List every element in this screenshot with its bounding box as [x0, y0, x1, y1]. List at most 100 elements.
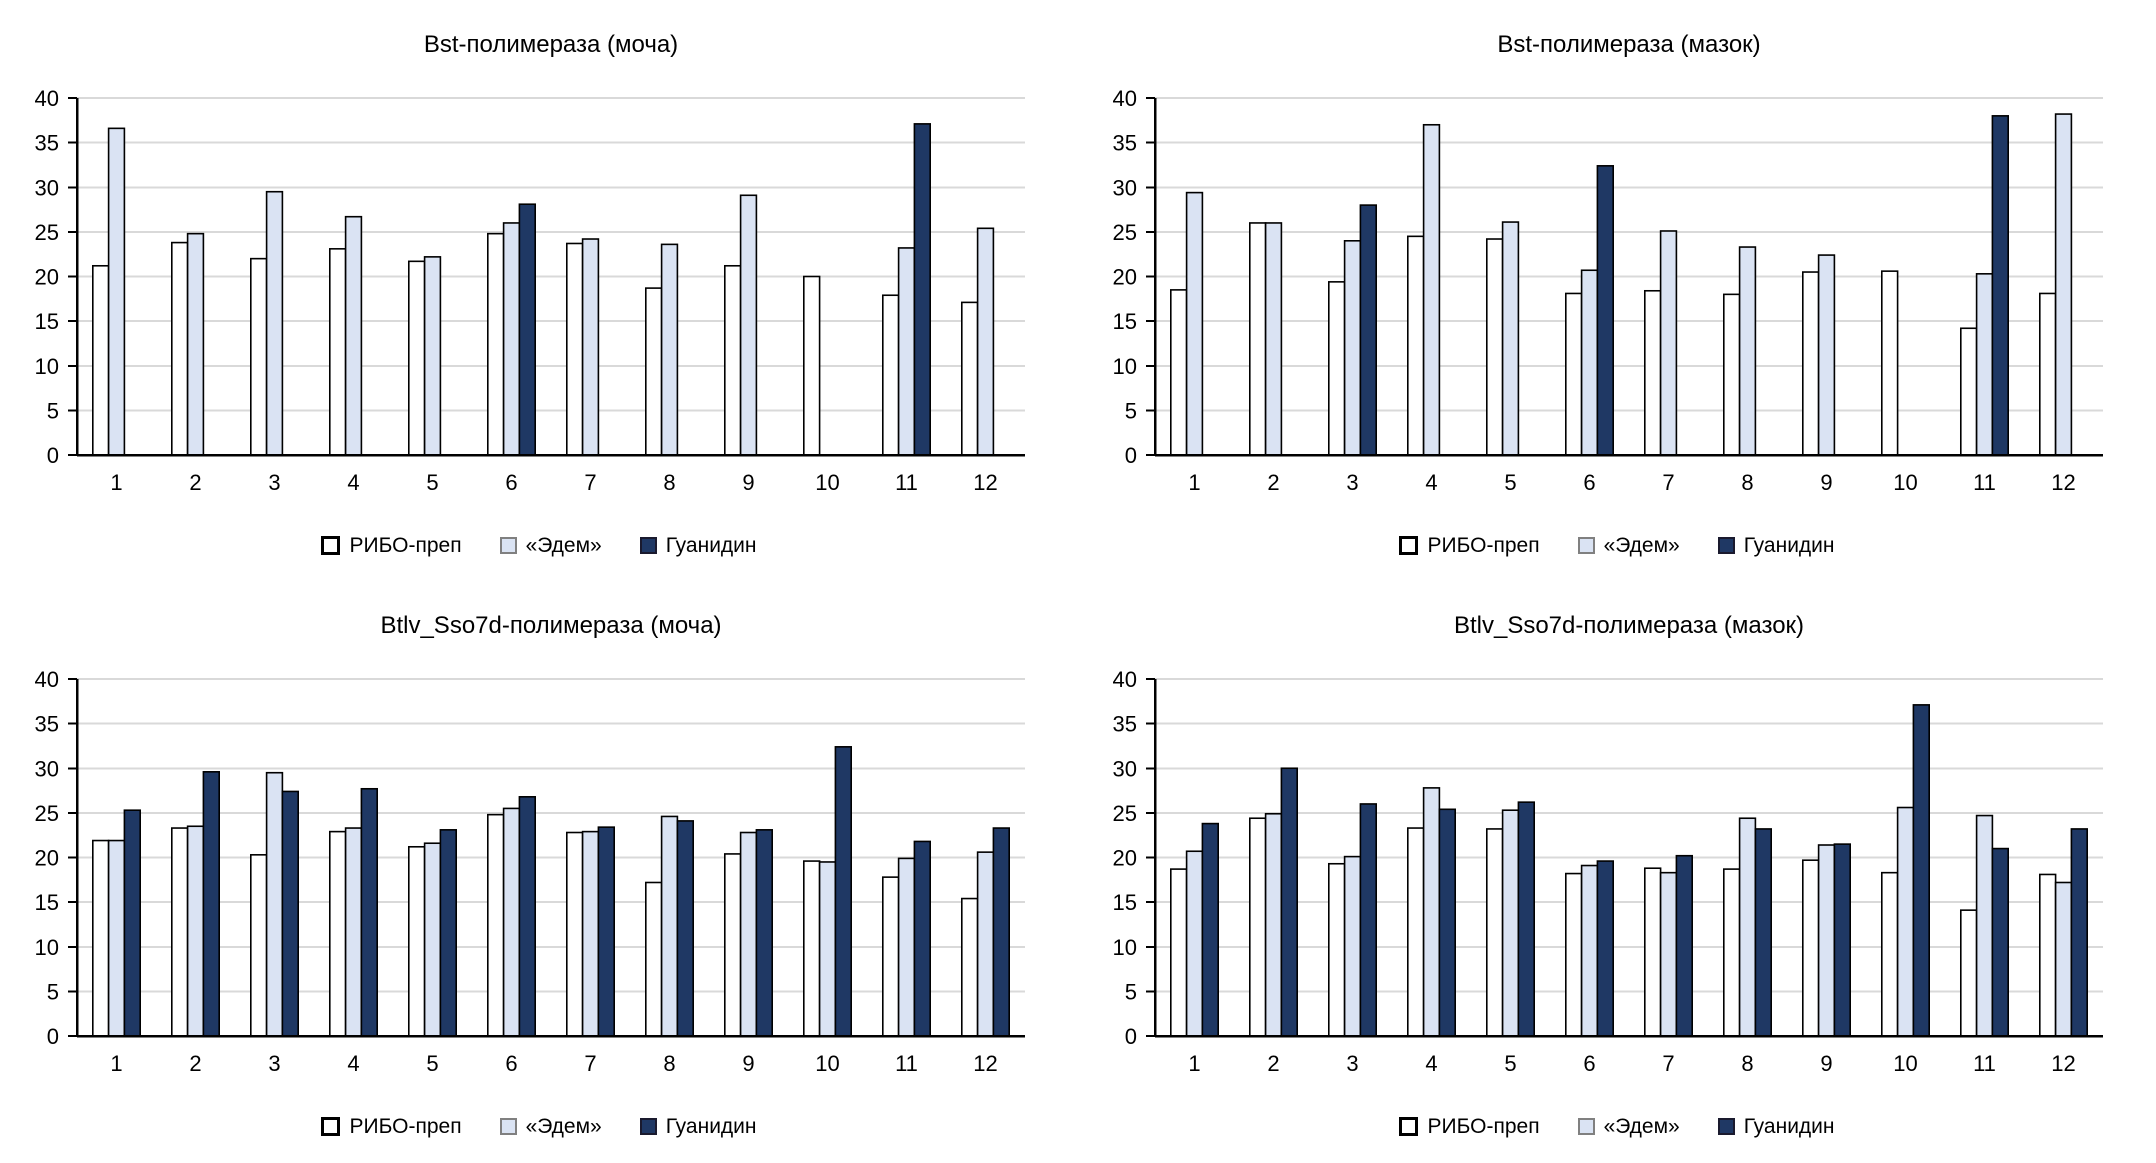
y-axis-label: 35	[35, 712, 59, 737]
bar	[676, 820, 695, 1037]
y-axis-label: 5	[1125, 398, 1137, 423]
legend-label: «Эдем»	[1603, 533, 1680, 557]
bar	[1249, 222, 1267, 456]
bar	[1422, 787, 1441, 1037]
y-axis-label: 30	[1113, 175, 1137, 200]
y-axis-label: 20	[1113, 265, 1137, 290]
bar	[407, 260, 426, 456]
bar	[802, 275, 821, 456]
y-axis-label: 5	[1125, 979, 1137, 1004]
x-axis-label: 7	[584, 470, 596, 495]
chart-title: Bst-полимераза (моча)	[424, 31, 678, 58]
y-axis-label: 10	[1113, 354, 1137, 379]
bar	[1817, 254, 1836, 456]
bar	[960, 897, 979, 1037]
y-axis-label: 35	[1113, 712, 1137, 737]
y-axis-label: 35	[35, 131, 59, 156]
x-axis-label: 4	[347, 1051, 359, 1076]
y-axis-label: 0	[47, 443, 59, 468]
bar	[1359, 803, 1377, 1037]
bar	[281, 790, 299, 1037]
legend-label: «Эдем»	[525, 533, 602, 557]
x-axis-label: 9	[1820, 1051, 1832, 1076]
x-axis-label: 3	[1346, 1051, 1358, 1076]
bar	[1991, 115, 2010, 456]
y-axis-label: 15	[1113, 309, 1137, 334]
chart-panel-bst-urine: Bst-полимераза (моча) 0 5 10 15 20 25 30 35 40 1 2 3…	[0, 0, 1078, 582]
x-axis-label: 10	[1893, 470, 1917, 495]
x-axis-label: 5	[426, 470, 438, 495]
bar	[1359, 204, 1377, 456]
bar	[644, 881, 663, 1037]
legend-item: Гуанидин	[639, 1116, 757, 1137]
y-axis-label: 0	[1125, 1024, 1137, 1049]
legend-label: РИБО-преп	[1427, 533, 1540, 557]
legend-marker-icon	[499, 536, 517, 554]
bar	[1722, 293, 1741, 456]
x-axis-label: 4	[1425, 470, 1437, 495]
x-axis-label: 10	[1893, 1051, 1917, 1076]
bar	[818, 861, 837, 1037]
legend-label: РИБО-преп	[1427, 1114, 1540, 1138]
bar	[1438, 808, 1456, 1037]
bar	[1185, 850, 1204, 1037]
y-axis-label: 30	[1113, 756, 1137, 781]
bar-chart: Btlv_Sso7d-полимераза (моча)051015202530…	[35, 612, 1025, 1076]
x-axis-label: 6	[505, 1051, 517, 1076]
bar	[1564, 872, 1583, 1037]
y-axis-label: 15	[35, 309, 59, 334]
legend-marker-icon	[321, 535, 341, 555]
bar	[1833, 843, 1852, 1037]
bar	[1991, 847, 2010, 1037]
x-axis-label: 6	[1583, 1051, 1595, 1076]
bar	[897, 857, 916, 1037]
x-axis-label: 12	[973, 470, 997, 495]
y-axis-label: 20	[35, 846, 59, 871]
x-axis-label: 10	[815, 1051, 839, 1076]
x-axis-label: 8	[663, 470, 675, 495]
bar	[518, 796, 537, 1037]
x-axis-label: 3	[268, 1051, 280, 1076]
bar	[423, 842, 442, 1037]
bar	[723, 853, 742, 1037]
bar	[2070, 828, 2089, 1037]
bar	[1406, 235, 1425, 456]
y-axis-label: 40	[35, 86, 59, 111]
x-axis-label: 1	[110, 1051, 122, 1076]
x-axis-label: 7	[1662, 470, 1674, 495]
bar	[344, 215, 363, 456]
chart-title: Btlv_Sso7d-полимераза (моча)	[380, 612, 721, 639]
bar	[1801, 271, 1820, 456]
x-axis-label: 12	[2051, 1051, 2075, 1076]
chart-panel-bst-swab: Bst-полимераза (мазок) 0 5 10 15 20 25 30 35 40 1 2…	[1078, 0, 2156, 582]
bar	[881, 876, 900, 1037]
bar	[897, 247, 916, 456]
bar	[1675, 854, 1694, 1037]
bar	[802, 860, 821, 1037]
x-axis-label: 3	[1346, 470, 1358, 495]
bar	[1659, 871, 1678, 1037]
x-axis-label: 11	[895, 470, 918, 495]
legend-marker-icon	[1577, 536, 1595, 554]
legend-item: РИБО-преп	[1399, 1114, 1540, 1138]
x-axis-label: 11	[895, 1051, 918, 1076]
y-axis-label: 0	[47, 1024, 59, 1049]
bar	[1517, 801, 1535, 1037]
y-axis-label: 5	[47, 398, 59, 423]
legend-marker-icon	[1399, 1116, 1419, 1136]
bar	[1343, 240, 1362, 456]
chart-legend: РИБО-преп «Эдем» Гуанидин	[0, 1109, 1078, 1143]
bar	[976, 227, 995, 456]
bar	[1580, 864, 1599, 1037]
legend-marker-icon	[639, 536, 657, 554]
legend-item: Гуанидин	[1717, 533, 1835, 557]
bar	[881, 294, 900, 456]
bar-chart: Btlv_Sso7d-полимераза (мазок)05101520253…	[1113, 612, 2103, 1076]
bar	[1738, 246, 1757, 456]
bar	[1959, 327, 1978, 456]
bar	[486, 813, 505, 1037]
legend-label: Гуанидин	[1743, 533, 1835, 557]
x-axis-label: 2	[189, 1051, 201, 1076]
bar	[250, 854, 268, 1037]
